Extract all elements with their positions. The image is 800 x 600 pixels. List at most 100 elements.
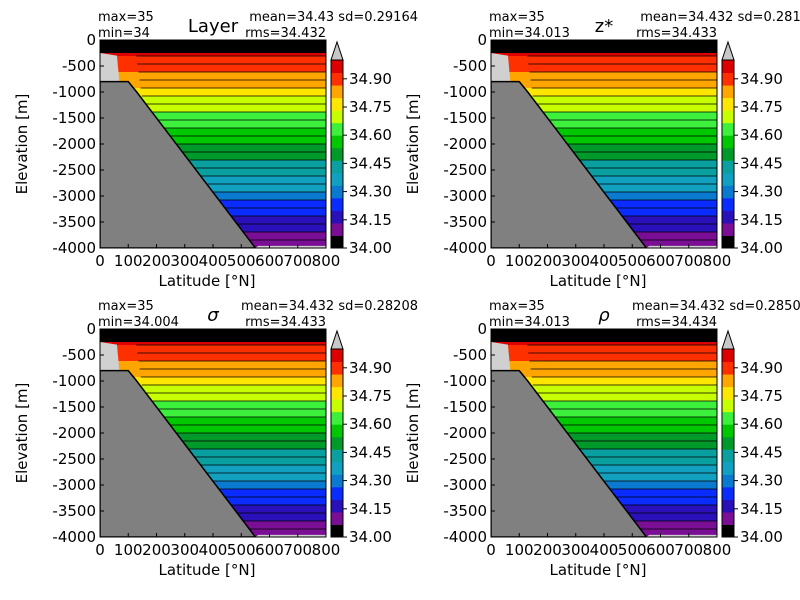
colorbar-segment xyxy=(331,172,343,186)
colorbar-segment xyxy=(331,197,343,211)
salinity-band xyxy=(100,168,326,177)
salinity-band xyxy=(100,88,326,97)
topography xyxy=(491,369,648,537)
salinity-band xyxy=(100,152,326,161)
colorbar-segment xyxy=(722,222,734,236)
colorbar-segment xyxy=(722,160,734,174)
y-tick-label: -2500 xyxy=(443,161,487,179)
salinity-band xyxy=(100,449,326,458)
y-tick-label: -3500 xyxy=(443,213,487,231)
salinity-band xyxy=(100,473,326,482)
y-tick-label: -4000 xyxy=(52,239,96,257)
colorbar-segment xyxy=(722,235,734,249)
salinity-band xyxy=(100,104,326,113)
colorbar-segment xyxy=(722,60,734,74)
colorbar-tick-label: 34.45 xyxy=(349,154,392,172)
salinity-band xyxy=(491,176,717,185)
salinity-band xyxy=(491,144,717,153)
salinity-band xyxy=(491,80,717,89)
salinity-band xyxy=(100,457,326,466)
surface-layer xyxy=(100,40,326,53)
salinity-band xyxy=(491,457,717,466)
salinity-band xyxy=(491,136,717,145)
salinity-band xyxy=(100,136,326,145)
x-tick-label: 400 xyxy=(199,252,228,270)
colorbar-segment xyxy=(331,185,343,199)
colorbar-segment xyxy=(331,222,343,236)
colorbar-frame xyxy=(721,348,735,538)
x-tick-label: 600 xyxy=(646,252,675,270)
stat-mean-sd: mean=34.43 sd=0.29164 xyxy=(249,10,418,25)
y-tick-label: -3000 xyxy=(52,187,96,205)
colorbar-tick-label: 34.60 xyxy=(349,126,392,144)
colorbar-tick-label: 34.75 xyxy=(349,387,392,405)
x-tick-label: 300 xyxy=(170,541,199,559)
colorbar-segment xyxy=(331,361,343,375)
salinity-band xyxy=(491,441,717,450)
colorbar-segment xyxy=(722,110,734,124)
stat-max: max=35 xyxy=(489,10,545,25)
y-tick-label: -1000 xyxy=(52,372,96,390)
colorbar-segment xyxy=(722,486,734,500)
colorbar-tick-label: 34.00 xyxy=(349,528,392,546)
salinity-band xyxy=(100,56,326,65)
colorbar-segment xyxy=(331,210,343,224)
mask-region xyxy=(255,245,326,248)
colorbar-segment xyxy=(331,235,343,249)
salinity-band xyxy=(100,401,326,410)
salinity-band xyxy=(491,369,717,378)
stat-rms: rms=34.432 xyxy=(245,26,326,41)
colorbar-segment xyxy=(331,349,343,363)
x-tick-label: 400 xyxy=(199,541,228,559)
colorbar-segment xyxy=(722,524,734,538)
colorbar-frame xyxy=(330,59,344,249)
colorbar-frame xyxy=(721,59,735,249)
x-tick-label: 200 xyxy=(533,541,562,559)
y-tick-label: 0 xyxy=(477,31,487,49)
salinity-band xyxy=(100,465,326,474)
colorbar-tick-label: 34.00 xyxy=(740,528,783,546)
salinity-band xyxy=(491,168,717,177)
colorbar-segment xyxy=(331,147,343,161)
salinity-band xyxy=(491,152,717,161)
stat-mean-sd: mean=34.432 sd=0.28208 xyxy=(241,299,418,314)
x-tick-label: 700 xyxy=(674,541,703,559)
panel-title: σ xyxy=(207,305,219,326)
salinity-band xyxy=(100,353,326,362)
surface-layer xyxy=(491,329,717,342)
y-tick-label: -2000 xyxy=(443,135,487,153)
x-tick-label: 300 xyxy=(561,541,590,559)
x-tick-label: 0 xyxy=(486,541,496,559)
stat-min: min=34.004 xyxy=(98,315,179,330)
colorbar-segment xyxy=(722,499,734,513)
salinity-band xyxy=(100,425,326,434)
salinity-band xyxy=(491,353,717,362)
surface-layer xyxy=(100,329,326,342)
x-tick-label: 500 xyxy=(618,252,647,270)
salinity-band xyxy=(491,409,717,418)
plot-area xyxy=(100,40,326,248)
salinity-band xyxy=(100,144,326,153)
x-tick-label: 0 xyxy=(95,541,105,559)
x-tick-label: 500 xyxy=(227,541,256,559)
y-tick-label: -500 xyxy=(453,57,487,75)
panel-title: ρ xyxy=(598,305,610,326)
colorbar-segment xyxy=(331,374,343,388)
colorbar-tick-label: 34.00 xyxy=(349,239,392,257)
x-tick-label: 0 xyxy=(486,252,496,270)
x-axis-label: Latitude [°N] xyxy=(550,561,647,579)
y-tick-label: -2000 xyxy=(52,135,96,153)
colorbar-tick-label: 34.30 xyxy=(740,472,783,490)
salinity-band xyxy=(491,385,717,394)
x-tick-label: 200 xyxy=(142,252,171,270)
colorbar-tick-label: 34.75 xyxy=(349,98,392,116)
colorbar-segment xyxy=(722,449,734,463)
colorbar-segment xyxy=(722,374,734,388)
y-tick-label: -1000 xyxy=(443,83,487,101)
colorbar-segment xyxy=(722,399,734,413)
x-tick-label: 600 xyxy=(255,252,284,270)
salinity-band xyxy=(491,96,717,105)
y-axis-label: Elevation [m] xyxy=(404,383,422,484)
y-tick-label: -4000 xyxy=(52,528,96,546)
salinity-band xyxy=(491,473,717,482)
